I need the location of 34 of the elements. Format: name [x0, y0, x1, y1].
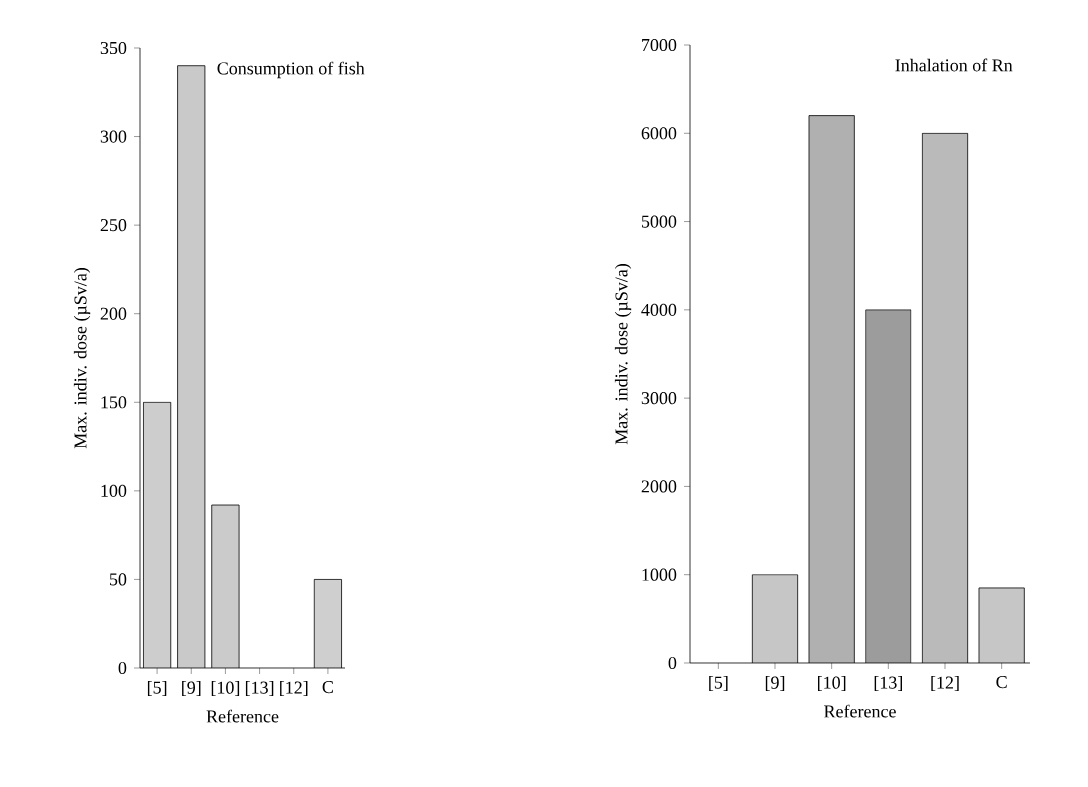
y-tick-label: 50: [109, 573, 127, 586]
x-tick-label: [9]: [182, 681, 201, 696]
y-tick-label: 200: [100, 307, 127, 320]
y-tick-label: 1000: [642, 568, 677, 581]
y-tick-label: 2000: [641, 480, 677, 493]
y-axis-title: Max. indiv. dose (µSv/a): [73, 267, 91, 449]
x-tick-label: [10]: [818, 676, 846, 691]
x-tick-label: [10]: [211, 681, 240, 696]
y-tick-label: 150: [101, 396, 127, 409]
x-axis-title: Reference: [206, 709, 279, 723]
text: Inhalation of Rn: [895, 58, 1013, 72]
y-axis-title: Max. indiv. dose (µSv/a): [614, 263, 632, 445]
text: Consumption of fish: [217, 61, 365, 79]
x-tick-label: C: [322, 681, 333, 694]
y-tick-label: 100: [101, 484, 127, 497]
x-tick-label: [5]: [147, 681, 167, 696]
y-tick-label: 0: [118, 661, 127, 675]
y-tick-label: 3000: [641, 392, 677, 405]
y-tick-label: 350: [100, 41, 127, 55]
y-tick-label: 7000: [642, 38, 677, 52]
y-tick-label: 6000: [641, 127, 677, 140]
y-tick-label: 0: [668, 656, 677, 670]
x-tick-label: C: [996, 676, 1007, 689]
x-tick-label: [12]: [931, 676, 959, 691]
y-tick-label: 300: [100, 130, 127, 143]
y-tick-label: 250: [100, 219, 127, 232]
y-tick-label: 5000: [641, 215, 677, 228]
x-tick-label: [13]: [874, 676, 902, 691]
y-tick-label: 4000: [641, 303, 677, 316]
x-tick-label: [9]: [765, 676, 785, 691]
x-tick-label: [13]: [245, 681, 274, 696]
x-axis-title: Reference: [824, 704, 896, 718]
x-tick-label: [5]: [709, 676, 728, 691]
x-tick-label: [12]: [280, 681, 308, 696]
